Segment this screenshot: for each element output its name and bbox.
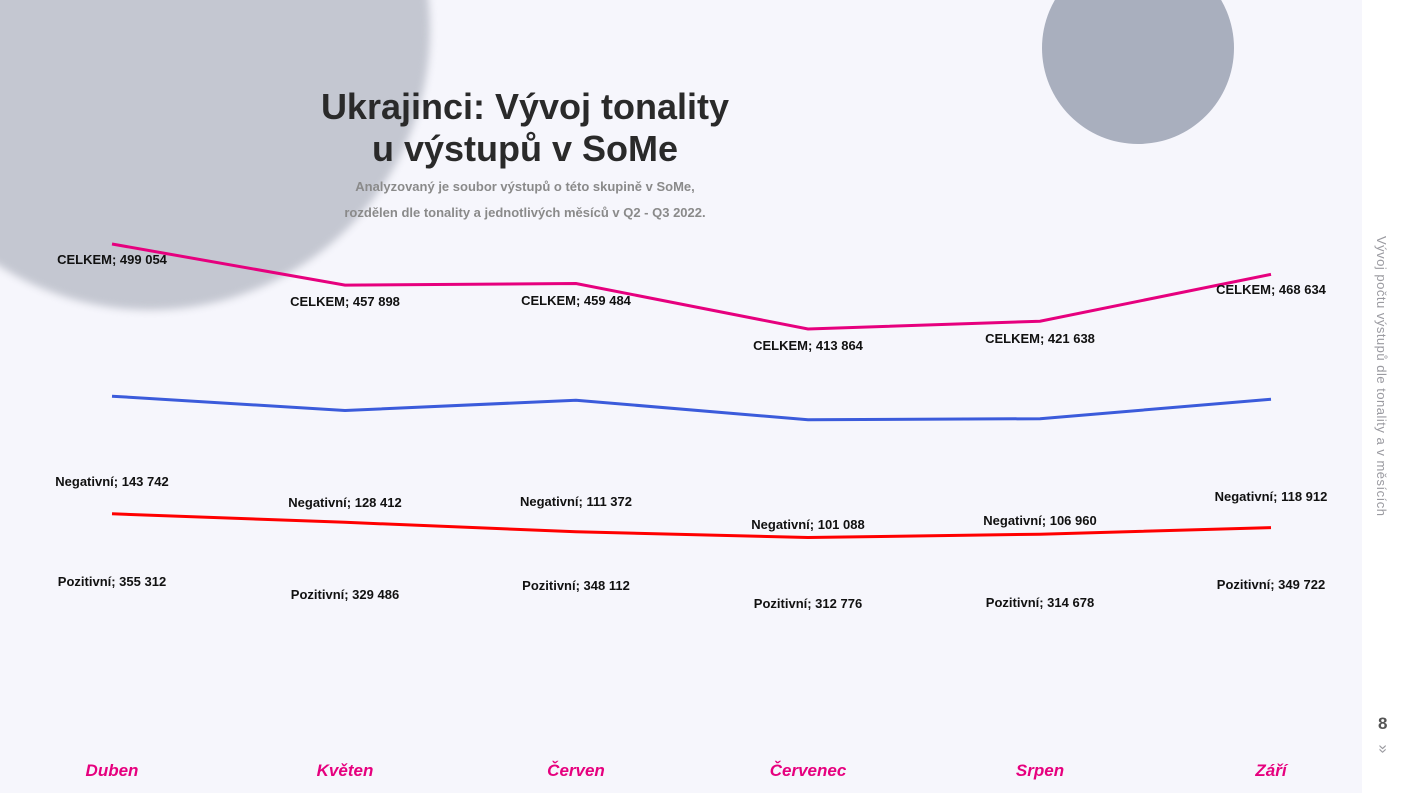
data-label: Negativní; 143 742 [55,474,168,489]
chart-title: Ukrajinci: Vývoj tonality u výstupů v So… [240,86,810,170]
x-tick-label: Duben [86,761,139,780]
data-label: Pozitivní; 355 312 [58,574,166,589]
chart-subtitle-line2: rozdělen dle tonality a jednotlivých měs… [344,205,706,220]
data-label: Negativní; 128 412 [288,495,401,510]
data-label: Negativní; 101 088 [751,517,864,532]
series-line-negativní [111,512,1272,540]
x-tick-label: Září [1254,761,1288,780]
data-label: Negativní; 118 912 [1215,489,1328,504]
data-label: CELKEM; 421 638 [985,331,1095,346]
chart-title-line1: Ukrajinci: Vývoj tonality [320,86,730,127]
chart-subtitle-line1: Analyzovaný je soubor výstupů o této sku… [355,179,695,194]
side-caption: Vývoj počtu výstupů dle tonality a v měs… [1374,236,1389,517]
data-label: Pozitivní; 349 722 [1217,577,1325,592]
data-label: Pozitivní; 329 486 [291,587,399,602]
slide: Ukrajinci: Vývoj tonality u výstupů v So… [0,0,1328,780]
data-label: Pozitivní; 314 678 [986,595,1094,610]
data-label: CELKEM; 499 054 [57,252,168,267]
x-tick-label: Srpen [1016,761,1064,780]
x-tick-label: Červenec [770,761,847,780]
chart-title-line2: u výstupů v SoMe [371,128,679,169]
data-label: Negativní; 111 372 [520,494,632,509]
series-line-celkem [111,242,1272,331]
series-line-pozitivní [111,394,1272,422]
data-label: CELKEM; 457 898 [290,294,400,309]
x-tick-label: Květen [317,761,374,780]
data-label: CELKEM; 468 634 [1216,282,1327,297]
data-label: Pozitivní; 312 776 [754,596,862,611]
side-panel [1362,0,1412,793]
line-chart: CELKEM; 499 054 CELKEM; 457 898 CELKEM; 45… [55,242,1328,780]
data-label: CELKEM; 459 484 [521,293,632,308]
page-number: 8 [1378,714,1388,733]
chart-subtitle: Analyzovaný je soubor výstupů o této sku… [230,174,820,226]
data-label: CELKEM; 413 864 [753,338,864,353]
data-label: Negativní; 106 960 [983,513,1096,528]
double-chevron-down-icon[interactable]: » [1374,744,1392,754]
data-label: Pozitivní; 348 112 [522,578,630,593]
x-tick-label: Červen [547,761,605,780]
